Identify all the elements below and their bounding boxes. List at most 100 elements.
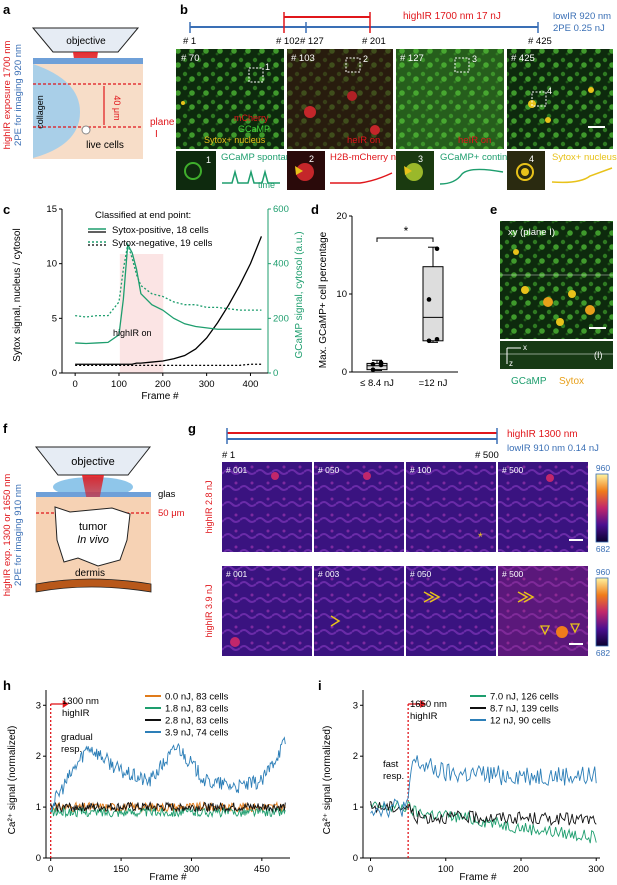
g-arrowhead: [523, 591, 535, 603]
legend-entry: 0.0 nJ, 83 cells: [165, 692, 229, 703]
i-annot: resp.: [383, 771, 404, 782]
legend-entry: 7.0 nJ, 126 cells: [490, 692, 559, 703]
e-xz-image: [500, 341, 613, 369]
g-cbar-max: 960: [596, 463, 610, 473]
live-cells-label: live cells: [86, 140, 124, 151]
f-objective: [34, 446, 152, 476]
side-blue-label: 2PE for imaging 920 nm: [13, 44, 24, 146]
g-tile: [406, 462, 496, 552]
c-series-line: [75, 242, 262, 345]
f-side-blue: 2PE for imaging 910 nm: [13, 484, 24, 586]
xtick-label: 450: [254, 864, 270, 875]
panel-b: b # 1 # 102 # 127 # 201 # 425 highIR 170…: [176, 2, 617, 190]
legend-entry: 1.8 nJ, 83 cells: [165, 704, 229, 715]
h-annot: highIR: [62, 708, 90, 719]
g-tick-end: # 500: [475, 450, 499, 461]
f-dermis-label: dermis: [75, 568, 105, 579]
f-objective-label: objective: [71, 456, 114, 468]
inset-number: 2: [309, 154, 314, 164]
frame-number: # 103: [291, 53, 315, 64]
xtick-label: 300: [588, 864, 604, 875]
g-arrowhead: [517, 591, 529, 603]
i-annot: highIR: [410, 711, 438, 722]
e-legend-gcamp: GCaMP: [511, 376, 547, 387]
panel-g-label: g: [188, 421, 196, 436]
g-highIR: highIR 1300 nm: [507, 429, 578, 440]
g-arrowhead: [423, 591, 435, 603]
i-xlabel: Frame #: [459, 872, 497, 883]
roi-number: 2: [363, 54, 368, 64]
ytick-label: 1: [353, 802, 358, 813]
g-frame-number: # 100: [410, 465, 432, 475]
panel-d: d 0 10 20 ≤ 8.4 nJ =12 nJ Max. GCaMP+ cell …: [311, 202, 458, 389]
ylabel-left: Sytox signal, nucleus / cytosol: [12, 228, 23, 361]
ytick-label: 3: [36, 700, 41, 711]
collagen-region: [33, 64, 80, 158]
inset-text: GCaMP+ contineous: [440, 152, 528, 163]
c-series-line: [75, 236, 263, 365]
c-ytick-right-label: 400: [273, 259, 289, 270]
timeline-tick: # 102: [276, 36, 300, 47]
timeline-tick: # 1: [183, 36, 196, 47]
timeline-tick: # 127: [300, 36, 324, 47]
highIR-shading: [119, 254, 164, 373]
depth-label: 40 μm: [112, 95, 122, 120]
d-axes: 0 10 20: [336, 211, 458, 378]
objective-label: objective: [66, 36, 106, 47]
inset-number: 1: [206, 155, 211, 165]
lowIR-label: 2PE 0.25 nJ: [553, 23, 605, 34]
panel-c-label: c: [3, 202, 10, 217]
panel-f: f objective glas 50 μm tumor In vivo der…: [2, 421, 185, 596]
frame-number: # 127: [400, 53, 424, 64]
g-tile: [406, 566, 496, 656]
trace-green: [50, 806, 286, 819]
focal-cell: [81, 125, 91, 135]
i-annot: 1650 nm: [410, 699, 447, 710]
highIR-label: highIR 1700 nm 17 nJ: [403, 11, 501, 22]
g-arrowhead: [429, 591, 441, 603]
g-arrowhead: [539, 625, 551, 636]
panel-e-label: e: [490, 202, 497, 217]
inset-number: 4: [529, 154, 534, 164]
g-frame-number: # 500: [502, 569, 524, 579]
g-arrowhead: [569, 623, 581, 634]
c-series-line: [75, 363, 262, 366]
panel-h-label: h: [3, 678, 11, 693]
micrograph-frame-127: # 127 3 heIR on: [396, 49, 504, 149]
e-axis-z: z: [509, 359, 513, 368]
trace-black: [50, 801, 286, 813]
ylabel: Max. GCaMP+ cell percentage: [318, 231, 329, 368]
d-point: [426, 297, 432, 302]
g-tile: [314, 566, 404, 656]
g-frame-number: # 001: [226, 465, 248, 475]
c-xtick-label: 100: [111, 379, 127, 390]
h-lines: [50, 700, 286, 858]
i-lines: [370, 700, 597, 858]
g-row1-label: highIR 2.8 nJ: [204, 480, 214, 533]
g-cbar-min: 682: [596, 648, 610, 658]
xtick-label: 100: [438, 864, 454, 875]
heir-on-label: heIR on: [458, 135, 491, 146]
roi-number: 1: [265, 62, 270, 72]
f-glas-label: glas: [158, 489, 176, 500]
d-point: [426, 338, 432, 344]
g-row-2: # 001 # 003 # 050 # 500 highIR 3.9 nJ: [204, 566, 588, 656]
panel-c: c 0 100 200 300 400 0 5 10 15 0 200 400 600 Classifi…: [3, 202, 305, 402]
g-frame-number: # 001: [226, 569, 248, 579]
ytick-label: 0: [36, 853, 41, 864]
legend-mcherry: mCherry: [234, 113, 269, 123]
g-tile: [222, 462, 312, 552]
h-xlabel: Frame #: [149, 872, 187, 883]
xlabel: Frame #: [141, 391, 179, 402]
frame-number: # 425: [511, 53, 535, 64]
panel-i-label: i: [318, 678, 322, 693]
inset-text: Sytox+ nucleus: [552, 152, 617, 163]
c-xtick-label: 200: [155, 379, 171, 390]
g-colorbar-2: 960 682: [595, 567, 610, 658]
g-cbar-max: 960: [596, 567, 610, 577]
stim-arrowhead: [62, 700, 69, 708]
c-series-line: [75, 244, 262, 318]
